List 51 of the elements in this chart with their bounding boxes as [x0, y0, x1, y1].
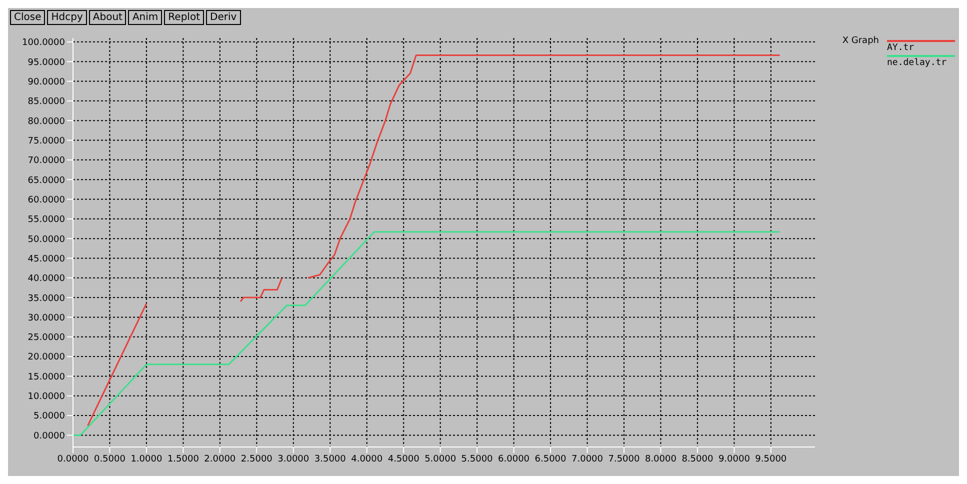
- x-tick-label: 6.0000: [498, 454, 530, 464]
- y-tick-label: 5.0000: [34, 412, 66, 422]
- x-tick-label: 2.0000: [204, 454, 236, 464]
- text: ne.delay.tr: [887, 55, 955, 68]
- y-tick-label: 50.0000: [28, 234, 66, 245]
- text: AY.tr: [887, 40, 955, 53]
- line-series: [73, 231, 780, 436]
- x-tick-label: 9.0000: [718, 454, 750, 464]
- y-tick-label: 90.0000: [28, 77, 66, 88]
- y-tick-label: 35.0000: [28, 294, 66, 304]
- y-tick-label: 40.0000: [28, 274, 66, 284]
- x-tick-label: 8.0000: [644, 454, 677, 464]
- x-tick-label: 9.5000: [755, 454, 787, 464]
- y-tick-label: 95.0000: [28, 58, 66, 68]
- text: Replot: [164, 10, 204, 25]
- text: Anim: [128, 10, 162, 25]
- y-tick-label: 75.0000: [28, 136, 66, 146]
- y-tick-label: 20.0000: [28, 352, 66, 363]
- x-tick-label: 4.5000: [388, 454, 420, 464]
- y-tick-label: 0.0000: [34, 431, 66, 442]
- x-tick-label: 5.5000: [461, 454, 494, 464]
- y-tick-label: 30.0000: [28, 313, 66, 324]
- x-tick-label: 5.0000: [424, 454, 456, 464]
- y-tick-label: 55.0000: [28, 215, 66, 226]
- x-tick-label: 2.5000: [240, 454, 273, 464]
- y-tick-label: 60.0000: [28, 195, 66, 206]
- y-tick-label: 70.0000: [28, 156, 66, 166]
- y-tick-label: 10.0000: [28, 392, 66, 402]
- x-tick-label: 4.0000: [351, 454, 383, 464]
- x-tick-label: 8.5000: [682, 454, 714, 464]
- x-tick-label: 7.0000: [572, 454, 604, 464]
- x-tick-label: 3.5000: [314, 454, 346, 464]
- text: Close: [10, 10, 46, 25]
- y-tick-label: 100.0000: [22, 38, 66, 48]
- x-tick-label: 1.5000: [167, 454, 200, 464]
- x-tick-label: 0.0000: [57, 454, 90, 464]
- y-tick-label: 45.0000: [28, 254, 66, 264]
- x-tick-label: 3.0000: [278, 454, 310, 464]
- x-tick-label: 0.5000: [94, 454, 126, 464]
- text: About: [88, 10, 126, 25]
- y-tick-label: 25.0000: [28, 333, 66, 344]
- text: Hdcpy: [47, 10, 87, 25]
- text: Deriv: [206, 10, 241, 25]
- y-tick-label: 65.0000: [28, 176, 66, 186]
- x-tick-label: 7.5000: [608, 454, 640, 464]
- y-tick-label: 15.0000: [28, 372, 66, 382]
- x-tick-label: 1.0000: [130, 454, 162, 464]
- y-tick-label: 85.0000: [28, 97, 66, 108]
- x-tick-label: 6.5000: [534, 454, 567, 464]
- text: X Graph: [842, 36, 879, 46]
- y-tick-label: 80.0000: [28, 116, 66, 127]
